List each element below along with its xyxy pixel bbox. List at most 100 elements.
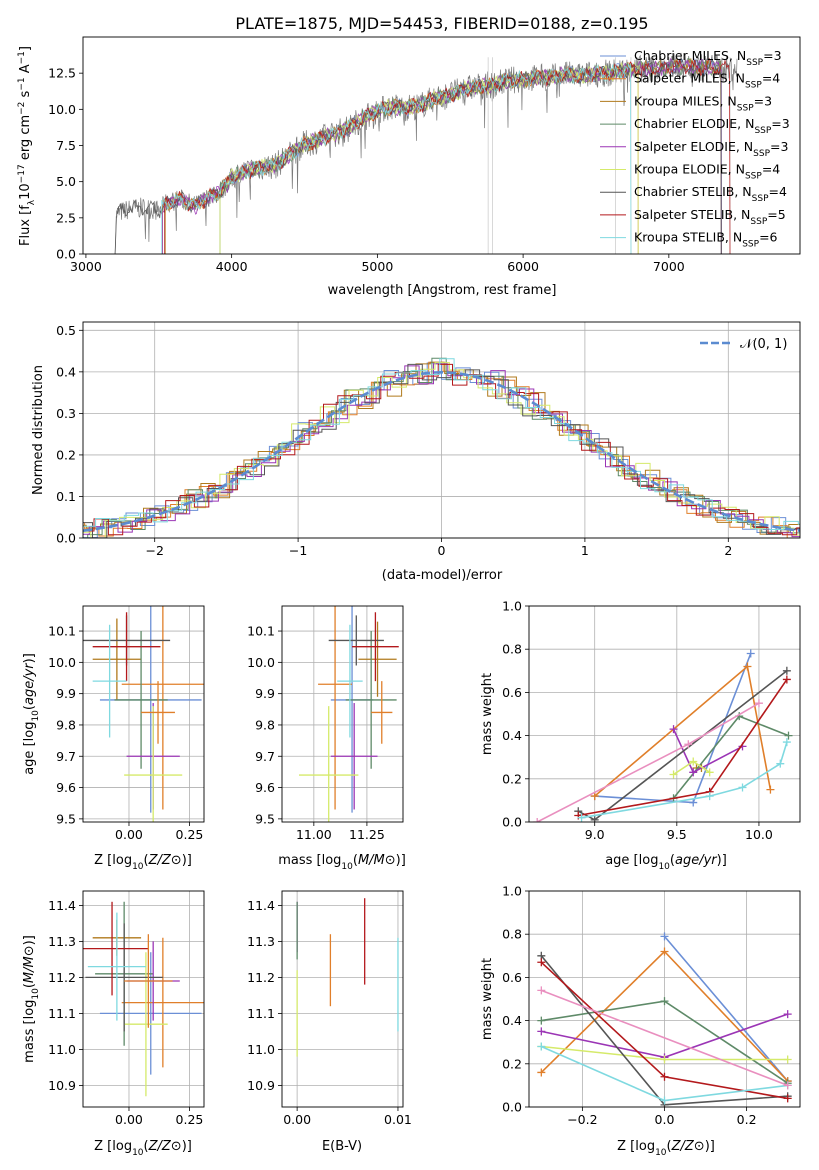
plot-area <box>114 52 738 254</box>
weight-marker-9 <box>533 818 542 822</box>
weight-marker-4 <box>660 1055 669 1064</box>
label-span: )] <box>22 935 37 945</box>
y-tick-label: 10.0 <box>247 655 275 670</box>
x-axis-label: mass [log10(M/M⊙)] <box>278 853 406 872</box>
label-span: log <box>639 853 659 868</box>
y-tick-label: 0.0 <box>56 247 76 262</box>
weight-marker-6 <box>537 958 546 967</box>
y-tick-label: 10.1 <box>48 624 76 639</box>
model-spectrum-6 <box>114 59 722 254</box>
weight-marker-2 <box>660 997 669 1006</box>
y-tick-label: 11.0 <box>48 1042 76 1057</box>
y-tick-label: 9.5 <box>56 811 76 826</box>
x-tick-label: 4000 <box>216 259 248 274</box>
y-tick-label: 9.5 <box>255 811 275 826</box>
y-tick-label: 0.6 <box>502 685 522 700</box>
x-tick-label: 5000 <box>361 259 393 274</box>
x-tick-label: 0.25 <box>176 1112 204 1127</box>
label-span: log <box>322 853 342 868</box>
label-span: ( <box>22 983 37 988</box>
y-tick-label: 0.6 <box>502 970 522 985</box>
label-span: ( <box>670 853 675 868</box>
weight-marker-5 <box>689 757 698 766</box>
y-tick-label: 9.8 <box>56 717 76 732</box>
weight-marker-3 <box>537 1027 546 1036</box>
legend-sub: SSP <box>753 149 770 159</box>
panel-z-vs-weight: −0.2 0.0 0.2 0.0 0.2 0.4 0.6 0.8 1.0 Z [log10(Z/Z… <box>480 884 801 1158</box>
x-axis-label: Z [log10(Z/Z⊙)] <box>94 853 192 872</box>
panel-spectrum: 3000 4000 5000 6000 7000 0.0 2.5 5.0 7.5 10.0 12.5… <box>17 36 801 298</box>
label-italic: age/yr <box>675 853 718 868</box>
weight-marker-6 <box>590 815 599 822</box>
y-tick-label: 11.4 <box>247 898 275 913</box>
y-tick-label: 0.3 <box>56 406 76 421</box>
label-sub: 10 <box>31 988 41 1000</box>
label-span: age [ <box>605 853 638 868</box>
label-span: age [ <box>22 741 37 774</box>
label-sub: 10 <box>341 862 353 872</box>
label-span: )] <box>22 653 37 663</box>
label-span: )] <box>705 1139 715 1154</box>
y-label-part: −2 <box>17 102 27 115</box>
weight-marker-4 <box>783 1055 792 1064</box>
weight-marker-9 <box>684 740 693 749</box>
x-tick-label: 6000 <box>507 259 539 274</box>
model-spectrum-0 <box>162 57 722 254</box>
weight-marker-8 <box>776 759 785 768</box>
hist-steps-1 <box>83 361 800 538</box>
plot-area <box>296 898 399 1057</box>
label-span: ( <box>353 853 358 868</box>
weight-line-1 <box>594 664 772 797</box>
x-tick-label: 10.0 <box>745 827 773 842</box>
plot-area <box>298 606 399 822</box>
x-tick-label: 0.0 <box>655 1112 675 1127</box>
weight-marker-8 <box>537 986 546 995</box>
y-tick-label: 0.8 <box>502 642 522 657</box>
legend-entry-5: Kroupa ELODIE, NSSP=4 <box>634 162 780 182</box>
y-tick-label: 0.0 <box>56 531 76 546</box>
y-tick-label: 11.2 <box>48 970 76 985</box>
legend-count: =3 <box>771 116 789 131</box>
y-label-part: s <box>18 90 33 101</box>
legend-entry-0: Chabrier MILES, NSSP=3 <box>634 48 782 68</box>
y-tick-label: 9.8 <box>255 717 275 732</box>
label-span: log <box>112 853 132 868</box>
weight-marker-8 <box>782 738 791 747</box>
weight-marker-7 <box>782 675 791 684</box>
legend-entry-2: Kroupa MILES, NSSP=3 <box>634 93 772 113</box>
y-tick-label: 0.4 <box>56 364 76 379</box>
y-tick-label: 11.3 <box>48 934 76 949</box>
y-tick-label: 7.5 <box>56 138 76 153</box>
label-sub: 10 <box>658 862 670 872</box>
y-tick-label: 0.5 <box>56 323 76 338</box>
y-tick-label: 0.0 <box>502 1100 522 1115</box>
axes-frame <box>82 890 205 1108</box>
label-span: ( <box>144 1139 149 1154</box>
y-tick-label: 11.4 <box>48 898 76 913</box>
weight-marker-8 <box>738 783 747 792</box>
panel-age-vs-weight: 9.0 9.5 10.0 0.0 0.2 0.4 0.6 0.8 1.0 age [log10(a… <box>480 599 801 872</box>
x-tick-label: 9.0 <box>585 827 605 842</box>
legend-entry-7: Salpeter STELIB, NSSP=5 <box>634 207 786 227</box>
hist-steps-7 <box>83 363 800 536</box>
panel-z-vs-age: 0.00 0.259.59.69.79.89.910.010.1Z [log10(… <box>22 605 205 872</box>
weight-marker-6 <box>660 1072 669 1081</box>
label-span: mass weight <box>480 673 495 755</box>
label-sub: 10 <box>132 862 144 872</box>
panel-mass-vs-age: 11.00 11.25 9.5 9.6 9.7 9.8 9.9 10.0 10.1 mass [l… <box>247 605 406 872</box>
legend-entry-3: Chabrier ELODIE, NSSP=3 <box>634 116 790 136</box>
label-span: mass weight <box>480 958 495 1040</box>
model-spectrum-8 <box>161 63 632 254</box>
y-tick-label: 1.0 <box>502 884 522 899</box>
plot-layer: 3000 4000 5000 6000 70000.02.55.07.510.012.5… <box>17 36 801 1158</box>
y-axis-label: mass [log10(M/M⊙)] <box>22 935 41 1063</box>
y-tick-label: 0.4 <box>502 1013 522 1028</box>
y-label-part: Flux [f <box>18 205 33 246</box>
axes-frame <box>82 605 205 823</box>
y-tick-label: 9.6 <box>56 780 76 795</box>
label-span: E(B-V) <box>322 1139 362 1154</box>
x-axis-label: wavelength [Angstrom, rest frame] <box>328 283 557 298</box>
y-tick-label: 10.9 <box>48 1078 76 1093</box>
legend-entry-4: Salpeter ELODIE, NSSP=3 <box>634 139 788 159</box>
